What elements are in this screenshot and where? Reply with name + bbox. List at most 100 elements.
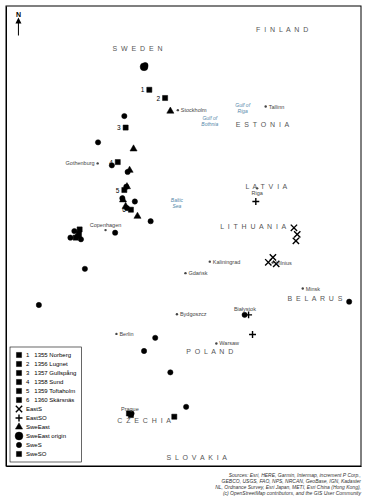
legend-label: SweS bbox=[26, 442, 42, 448]
series bbox=[119, 107, 173, 218]
legend-label: SweEast bbox=[26, 424, 50, 430]
city-dot bbox=[215, 342, 217, 344]
point bbox=[249, 331, 256, 338]
legend-marker bbox=[16, 388, 21, 393]
legend-marker bbox=[16, 451, 21, 456]
city-label: Berlin bbox=[119, 331, 133, 337]
city-label: Copenhagen bbox=[90, 222, 122, 228]
legend-label: 2 1356 Lugnet bbox=[26, 361, 68, 367]
country-label: B E L A R U S bbox=[287, 295, 342, 302]
legend-marker bbox=[16, 370, 21, 375]
site-label: 6 bbox=[122, 206, 126, 213]
point bbox=[82, 266, 87, 271]
point bbox=[36, 302, 41, 307]
legend-marker bbox=[15, 432, 23, 440]
source: Sources: Esri, HERE, Garmin, Intermap, i… bbox=[215, 472, 361, 496]
legend-label: SweEast origin bbox=[26, 433, 66, 439]
plot: S W E D E NF I N L A N DE S T O N I AL A… bbox=[6, 6, 362, 496]
point bbox=[153, 335, 158, 340]
point bbox=[134, 212, 141, 218]
point bbox=[122, 187, 127, 192]
point bbox=[147, 87, 152, 92]
series bbox=[115, 160, 120, 165]
site-label: 2 bbox=[156, 95, 160, 102]
city-label: Kaliningrad bbox=[213, 259, 241, 265]
country-label: S L O V A K I A bbox=[166, 454, 227, 461]
legend-label: EastSO bbox=[26, 415, 47, 421]
point bbox=[167, 107, 174, 113]
city-label: Vilnius bbox=[276, 260, 292, 266]
city-label: Warsaw bbox=[219, 340, 239, 346]
series bbox=[128, 207, 133, 212]
legend-marker bbox=[16, 415, 23, 422]
series bbox=[245, 198, 259, 338]
country-label: F I N L A N D bbox=[256, 26, 308, 33]
legend-marker bbox=[16, 352, 21, 357]
water-label: Bothnia bbox=[201, 121, 218, 127]
city-label: Prague bbox=[121, 406, 139, 412]
chart: S W E D E NF I N L A N DE S T O N I AL A… bbox=[0, 0, 367, 500]
point bbox=[141, 348, 146, 353]
water-label: Riga bbox=[238, 108, 249, 114]
point bbox=[183, 404, 188, 409]
legend: 1 1355 Norberg 2 1356 Lugnet 3 1357 Gullsp… bbox=[10, 347, 81, 462]
legend-marker bbox=[16, 442, 21, 447]
point bbox=[172, 414, 177, 419]
city-dot bbox=[104, 229, 106, 231]
labels: S W E D E NF I N L A N DE S T O N I AL A… bbox=[10, 11, 343, 463]
city-dot bbox=[115, 333, 117, 335]
city-label: Riga bbox=[251, 190, 263, 196]
legend-marker bbox=[16, 361, 21, 366]
north-arrow: N bbox=[15, 11, 21, 36]
legend-label: EastS bbox=[26, 406, 42, 412]
point bbox=[168, 370, 173, 375]
point bbox=[115, 160, 120, 165]
point bbox=[130, 145, 137, 151]
point bbox=[347, 299, 352, 304]
source-text: (c) OpenStreetMap contributors, and the … bbox=[223, 490, 362, 496]
legend-label: 1 1355 Norberg bbox=[26, 352, 71, 358]
point bbox=[140, 63, 148, 71]
site-label: 3 bbox=[117, 124, 121, 131]
point bbox=[291, 225, 297, 231]
series bbox=[265, 225, 300, 267]
point bbox=[128, 207, 133, 212]
point bbox=[132, 199, 137, 204]
country-label: C Z E C H I A bbox=[117, 417, 171, 424]
city-dot bbox=[264, 105, 266, 107]
point bbox=[122, 113, 127, 118]
city-label: Minsk bbox=[306, 286, 321, 292]
north-arrow-head bbox=[15, 18, 21, 24]
legend-marker bbox=[16, 406, 22, 412]
legend-label: 3 1357 Gullspång bbox=[26, 370, 76, 376]
country-label: P O L A N D bbox=[186, 348, 233, 355]
series bbox=[147, 87, 152, 92]
legend-marker bbox=[15, 423, 22, 429]
city-label: Bydgoszcz bbox=[180, 311, 207, 317]
point bbox=[112, 230, 117, 235]
city-dot bbox=[176, 313, 178, 315]
country-label: S W E D E N bbox=[112, 45, 162, 52]
point bbox=[119, 196, 126, 202]
legend-label: 6 1360 Skärsnäs bbox=[26, 397, 74, 403]
city-dot bbox=[209, 260, 211, 262]
legend-label: 5 1359 Toftaholm bbox=[26, 388, 75, 394]
series bbox=[122, 187, 127, 192]
point bbox=[123, 125, 128, 130]
city-dot bbox=[96, 162, 98, 164]
series bbox=[163, 95, 168, 100]
legend-label: 4 1358 Sund bbox=[26, 379, 63, 385]
north-arrow-shaft bbox=[18, 22, 19, 36]
point bbox=[68, 235, 73, 240]
legend-marker bbox=[16, 379, 21, 384]
series bbox=[36, 62, 352, 416]
city-dot bbox=[302, 287, 304, 289]
water-label: Sea bbox=[172, 203, 181, 209]
legend-marker bbox=[16, 397, 21, 402]
point bbox=[293, 238, 299, 244]
point bbox=[265, 259, 271, 265]
point bbox=[126, 166, 133, 172]
point bbox=[72, 228, 77, 233]
country-label: E S T O N I A bbox=[236, 121, 290, 128]
city-label: Białystok bbox=[234, 306, 256, 312]
